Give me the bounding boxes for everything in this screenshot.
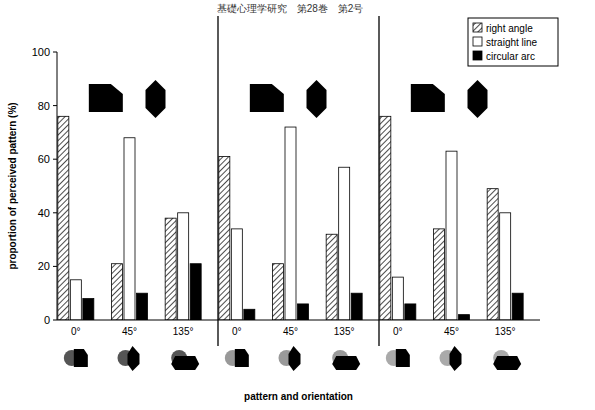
icon-shape [171, 356, 199, 370]
bar [273, 264, 284, 320]
y-tick [53, 105, 57, 106]
bar [500, 213, 511, 320]
bar [112, 264, 123, 320]
legend: right angle straight line circular arc [468, 18, 558, 66]
icon-shape [396, 349, 410, 367]
y-tick-label: 0 [44, 314, 50, 326]
bar [178, 213, 189, 320]
y-tick [53, 266, 57, 267]
icon-shape [235, 349, 249, 367]
y-tick [53, 320, 57, 321]
bar [165, 218, 176, 320]
x-tick-label: 0° [232, 326, 242, 337]
top-icon [89, 84, 123, 112]
bar [380, 116, 391, 320]
y-tick-label: 100 [32, 46, 50, 58]
y-tick [53, 212, 57, 213]
bar [244, 309, 255, 320]
y-tick-label: 40 [38, 207, 50, 219]
y-tick-label: 80 [38, 100, 50, 112]
x-tick-label: 45° [444, 326, 459, 337]
x-tick-label: 45° [283, 326, 298, 337]
y-axis-title: proportion of perceived pattern (%) [7, 102, 18, 269]
header-title: 基礎心理学研究 第28巻 第2号 [217, 3, 364, 14]
legend-box [468, 18, 558, 66]
bar [434, 229, 445, 320]
y-tick-label: 20 [38, 260, 50, 272]
bar [298, 304, 309, 320]
icon-shape [332, 356, 360, 370]
bar [326, 234, 337, 320]
top-icon [250, 84, 284, 112]
bar [124, 138, 135, 320]
bar [70, 280, 81, 320]
bar [83, 299, 94, 320]
y-tick-label: 60 [38, 153, 50, 165]
x-axis-title: pattern and orientation [244, 391, 353, 402]
bar [392, 277, 403, 320]
x-tick-label: 135° [334, 326, 355, 337]
bar [459, 315, 470, 320]
bar [285, 127, 296, 320]
bar [231, 229, 242, 320]
bars [58, 116, 523, 320]
x-tick-label: 135° [173, 326, 194, 337]
bar [219, 157, 230, 320]
bar [405, 304, 416, 320]
chart: 基礎心理学研究 第28巻 第2号 0 20 40 60 80 100 proportion o… [0, 0, 595, 410]
x-axis [57, 320, 540, 321]
bar [446, 151, 457, 320]
y-tick [53, 52, 57, 53]
legend-swatch [473, 51, 482, 60]
bar [351, 293, 362, 320]
top-icon [307, 80, 327, 118]
icon-shape [289, 346, 301, 371]
top-icon [146, 80, 166, 118]
top-icon [468, 80, 488, 118]
legend-swatch [473, 37, 482, 46]
icon-shape [493, 356, 521, 370]
icon-shape [74, 349, 88, 367]
top-icon [411, 84, 445, 112]
legend-label: straight line [486, 37, 538, 48]
legend-label: circular arc [486, 51, 535, 62]
x-tick-label: 45° [122, 326, 137, 337]
bar [190, 264, 201, 320]
bar [339, 167, 350, 320]
bar [137, 293, 148, 320]
icon-shape [128, 346, 140, 371]
icon-shape [450, 346, 462, 371]
x-tick-label: 0° [393, 326, 403, 337]
bar [487, 189, 498, 320]
legend-swatch [473, 23, 482, 32]
x-tick-label: 0° [71, 326, 81, 337]
bar [58, 116, 69, 320]
bar [512, 293, 523, 320]
y-axis [57, 52, 58, 320]
legend-label: right angle [486, 23, 533, 34]
y-tick [53, 159, 57, 160]
x-tick-label: 135° [495, 326, 516, 337]
